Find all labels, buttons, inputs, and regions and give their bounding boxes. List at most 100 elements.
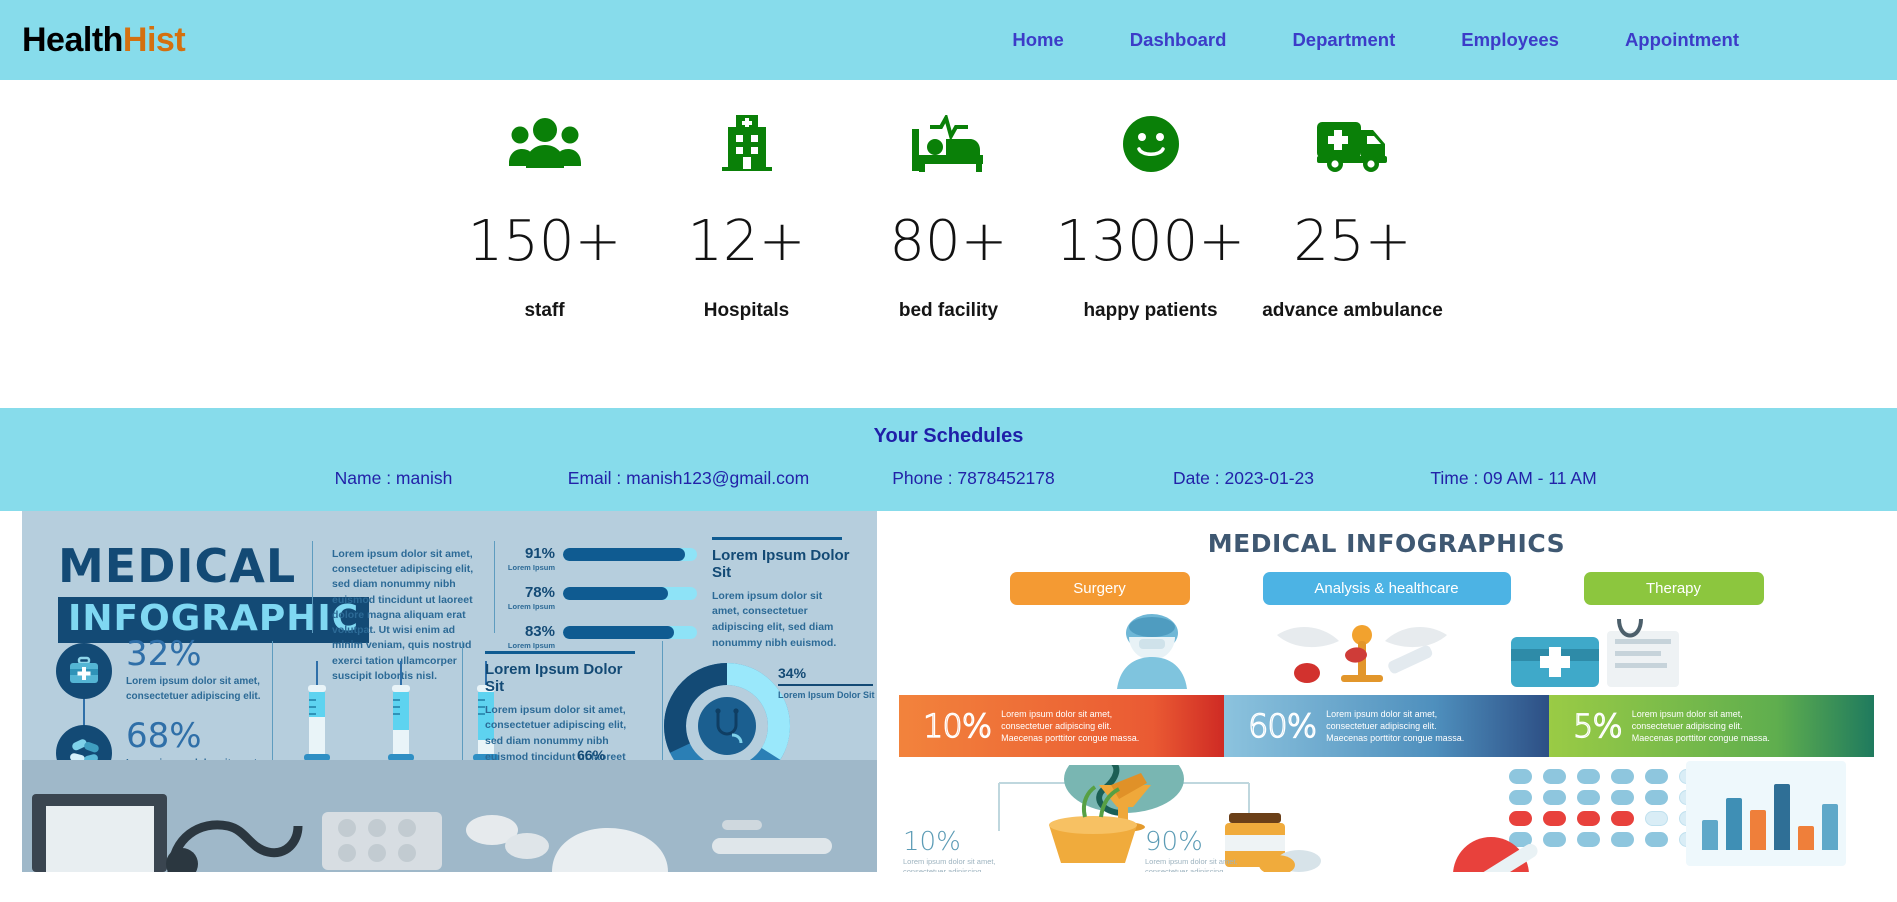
stat-label-happy-patients: happy patients bbox=[1083, 300, 1218, 321]
donut-percent-b: 66% bbox=[577, 747, 606, 763]
divider-line bbox=[272, 641, 273, 761]
dot bbox=[1611, 832, 1634, 847]
stat-card-happy-patients: 1300+ happy patients bbox=[1050, 108, 1252, 322]
stat-label-bed-facility: bed facility bbox=[898, 300, 999, 321]
dot bbox=[1509, 811, 1532, 826]
dot bbox=[1577, 832, 1600, 847]
rule-line bbox=[485, 651, 635, 654]
nav-item-appointment[interactable]: Appointment bbox=[1624, 29, 1739, 50]
illustrations-row bbox=[899, 611, 1874, 689]
stat-number-staff: 150+ bbox=[467, 209, 622, 274]
stats-section: 150+ staff 12+ Hospitals bbox=[0, 80, 1897, 408]
logo-primary-text: Health bbox=[22, 20, 123, 59]
ambulance-icon bbox=[1315, 108, 1391, 180]
stat-card-hospitals: 12+ Hospitals bbox=[646, 108, 848, 322]
banner-band-60: 60% Lorem ipsum dolor sit amet, consecte… bbox=[1224, 695, 1549, 757]
textbox-text: Lorem ipsum dolor sit amet, consectetuer… bbox=[712, 589, 837, 649]
banner-percent: 60% bbox=[1247, 706, 1317, 745]
dot bbox=[1509, 832, 1532, 847]
stat-number-hospitals: 12+ bbox=[687, 209, 806, 274]
nav-item-home[interactable]: Home bbox=[1012, 29, 1064, 50]
thermometer-icon bbox=[1453, 837, 1538, 872]
dot bbox=[1611, 811, 1634, 826]
bar-track bbox=[563, 587, 697, 600]
divider-line bbox=[462, 641, 463, 771]
dot bbox=[1577, 811, 1600, 826]
banner-band-10: 10% Lorem ipsum dolor sit amet, consecte… bbox=[899, 695, 1224, 757]
nav-item-dashboard[interactable]: Dashboard bbox=[1129, 29, 1227, 50]
bar-row: 83% Lorem Ipsum bbox=[507, 623, 697, 650]
bar-percent: 91% bbox=[524, 545, 555, 562]
connector-line bbox=[83, 693, 85, 745]
donut-sublabel-a: Lorem Ipsum Dolor Sit bbox=[778, 690, 875, 700]
circle-stat-percent: 68% bbox=[126, 716, 202, 756]
category-pill-surgery: Surgery bbox=[1009, 572, 1190, 605]
bar-label: Lorem Ipsum bbox=[507, 563, 555, 572]
banner-text: Lorem ipsum dolor sit amet, consectetuer… bbox=[1001, 708, 1140, 744]
patient-bed-monitor-icon bbox=[910, 108, 988, 180]
dot bbox=[1645, 811, 1668, 826]
lower-left-group: 10% Lorem ipsum dolor sit amet, consecte… bbox=[899, 765, 1419, 872]
nav-item-employees[interactable]: Employees bbox=[1461, 29, 1559, 50]
donut-percent-a: 34% bbox=[778, 665, 807, 681]
divider-line bbox=[662, 641, 663, 771]
medical-infographic-image-right: MEDICAL INFOGRAPHICS Surgery Analysis & … bbox=[899, 511, 1874, 872]
medical-infographic-image-left: MEDICAL INFOGRAPHIC Lorem ipsum dolor si… bbox=[22, 511, 877, 872]
stat-number-advance-ambulance: 25+ bbox=[1293, 209, 1412, 274]
stat-label-hospitals: Hospitals bbox=[703, 300, 790, 321]
bar-label: Lorem Ipsum bbox=[507, 641, 555, 650]
schedule-date: Date : 2023-01-23 bbox=[1172, 468, 1315, 488]
percentage-banner: 10% Lorem ipsum dolor sit amet, consecte… bbox=[899, 695, 1874, 757]
banner-percent: 10% bbox=[922, 706, 992, 745]
pharmacy-illustration bbox=[998, 765, 1321, 872]
lower-stat-90: 90% Lorem ipsum dolor sit amet, consecte… bbox=[1145, 827, 1253, 872]
left-title-infographic: INFOGRAPHIC bbox=[58, 597, 370, 643]
stat-number-happy-patients: 1300+ bbox=[1055, 209, 1246, 274]
lower-stat-percent: 90% bbox=[1145, 827, 1203, 857]
stat-card-bed-facility: 80+ bed facility bbox=[848, 108, 1050, 322]
site-logo[interactable]: HealthHist bbox=[22, 20, 186, 60]
schedule-phone: Phone : 7878452178 bbox=[892, 468, 1055, 488]
left-title-medical: MEDICAL bbox=[58, 539, 297, 593]
nav-item-department[interactable]: Department bbox=[1292, 29, 1396, 50]
smiley-face-icon bbox=[1122, 108, 1180, 180]
schedule-email: Email : manish123@gmail.com bbox=[567, 468, 810, 488]
lower-stat-10: 10% Lorem ipsum dolor sit amet, consecte… bbox=[903, 827, 1011, 872]
bar-track bbox=[563, 626, 697, 639]
dot bbox=[1611, 769, 1634, 784]
schedule-row: Name : manish Email : manish123@gmail.co… bbox=[0, 468, 1897, 489]
stat-card-advance-ambulance: 25+ advance ambulance bbox=[1252, 108, 1454, 322]
rule-line bbox=[712, 537, 842, 540]
bar-chart-box bbox=[1686, 761, 1846, 866]
dot bbox=[1611, 790, 1634, 805]
dot bbox=[1577, 769, 1600, 784]
site-header: HealthHist Home Dashboard Department Emp… bbox=[0, 0, 1897, 80]
right-infographic-title: MEDICAL INFOGRAPHICS bbox=[1207, 529, 1566, 558]
lower-stat-text: Lorem ipsum dolor sit amet, consectetuer… bbox=[1145, 857, 1238, 872]
infographics-section: MEDICAL INFOGRAPHIC Lorem ipsum dolor si… bbox=[0, 511, 1897, 872]
circle-stat-text: Lorem ipsum dolor sit amet, consectetuer… bbox=[126, 676, 261, 702]
left-intro-paragraph: Lorem ipsum dolor sit amet, consectetuer… bbox=[332, 548, 474, 682]
dot bbox=[1645, 832, 1668, 847]
category-pills: Surgery Analysis & healthcare Therapy bbox=[899, 572, 1874, 605]
hospital-building-icon bbox=[716, 108, 778, 180]
schedule-time: Time : 09 AM - 11 AM bbox=[1430, 468, 1597, 488]
donut-label-a: 34% Lorem Ipsum Dolor Sit bbox=[778, 665, 877, 702]
bar-chart-bars bbox=[1702, 780, 1838, 850]
banner-band-5: 5% Lorem ipsum dolor sit amet, consectet… bbox=[1549, 695, 1874, 757]
lower-stat-text: Lorem ipsum dolor sit amet, consectetuer… bbox=[903, 857, 996, 872]
lower-stat-percent: 10% bbox=[903, 827, 961, 857]
dot bbox=[1543, 832, 1566, 847]
dot bbox=[1577, 790, 1600, 805]
schedules-title: Your Schedules bbox=[873, 425, 1024, 447]
bar-row: 78% Lorem Ipsum bbox=[507, 584, 697, 611]
stat-card-staff: 150+ staff bbox=[444, 108, 646, 322]
divider-line bbox=[312, 541, 313, 633]
medical-bag-illustration bbox=[1510, 618, 1679, 687]
lower-stats-row: 10% Lorem ipsum dolor sit amet, consecte… bbox=[899, 761, 1874, 872]
textbox-title: Lorem Ipsum Dolor Sit bbox=[712, 547, 850, 582]
dot bbox=[1543, 811, 1566, 826]
main-navigation: Home Dashboard Department Employees Appo… bbox=[1012, 29, 1875, 51]
bar-percent: 83% bbox=[524, 623, 555, 640]
stat-number-bed-facility: 80+ bbox=[889, 209, 1008, 274]
